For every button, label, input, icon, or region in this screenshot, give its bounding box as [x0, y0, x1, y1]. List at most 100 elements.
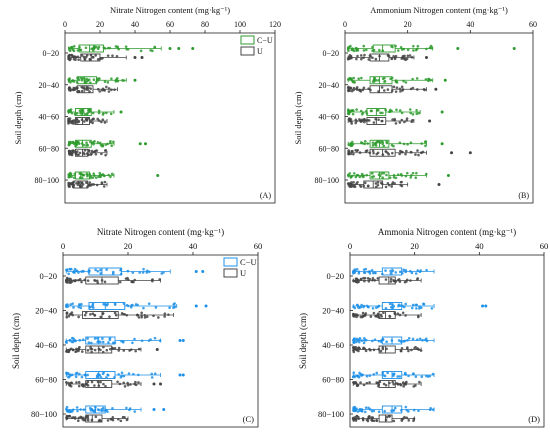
data-point — [357, 340, 361, 344]
data-point — [98, 171, 102, 175]
data-point — [351, 112, 355, 116]
data-point — [67, 272, 70, 276]
outlier-point — [177, 47, 181, 50]
data-point — [77, 142, 81, 146]
data-point — [375, 381, 378, 384]
data-point — [111, 415, 115, 419]
y-tick-label: 80−100 — [31, 409, 57, 419]
data-point — [93, 384, 96, 387]
data-point — [96, 408, 100, 411]
data-point — [406, 48, 410, 52]
data-point — [120, 374, 123, 378]
data-point — [395, 81, 399, 84]
data-point — [362, 49, 366, 52]
x-tick-label: 20 — [410, 241, 419, 251]
data-point — [411, 337, 415, 341]
data-point — [394, 122, 398, 125]
y-tick-label: 60−80 — [38, 144, 59, 153]
data-point — [412, 44, 415, 48]
data-point — [113, 311, 117, 315]
data-point — [371, 141, 375, 144]
outlier-point — [484, 304, 488, 308]
data-point — [351, 109, 355, 112]
legend-label: C−U — [240, 257, 257, 267]
data-point — [419, 306, 423, 310]
data-point — [405, 149, 408, 153]
data-point — [153, 372, 157, 375]
box-cu-40−60 — [352, 336, 435, 345]
data-point — [92, 306, 95, 309]
data-point — [357, 349, 360, 353]
x-tick-label: 60 — [166, 20, 174, 29]
data-point — [406, 346, 409, 349]
data-point — [386, 371, 389, 375]
data-point — [122, 374, 126, 378]
y-tick-label: 40−60 — [35, 340, 57, 350]
data-point — [362, 276, 365, 280]
data-point — [85, 112, 89, 116]
y-tick-label: 80−100 — [318, 409, 344, 419]
data-point — [117, 346, 121, 350]
y-tick-label: 20−40 — [38, 81, 59, 90]
data-point — [403, 57, 406, 61]
box-cu-0−20 — [67, 44, 195, 53]
data-point — [100, 408, 104, 411]
data-point — [81, 384, 85, 388]
data-point — [80, 375, 84, 379]
y-tick-label: 0−20 — [322, 49, 339, 58]
data-point — [95, 279, 99, 283]
data-point — [356, 54, 359, 58]
data-point — [398, 270, 402, 274]
data-point — [392, 55, 395, 58]
data-point — [362, 341, 366, 345]
x-axis-label: Ammonia Nitrogen content (mg·kg⁻¹) — [378, 227, 516, 237]
data-point — [414, 153, 417, 156]
data-point — [363, 53, 366, 57]
outlier-point — [428, 119, 432, 123]
data-point — [406, 171, 409, 175]
outlier-point — [178, 373, 182, 377]
outlier-point — [434, 87, 438, 91]
data-point — [105, 268, 108, 271]
data-point — [395, 108, 398, 112]
outlier-point — [351, 417, 355, 420]
data-point — [101, 337, 104, 340]
box — [378, 311, 396, 319]
data-point — [350, 77, 353, 80]
data-point — [86, 373, 89, 377]
data-point — [389, 280, 393, 283]
data-point — [382, 374, 385, 377]
box — [75, 171, 90, 180]
data-point — [98, 340, 102, 344]
data-point — [401, 311, 405, 315]
data-point — [404, 405, 408, 409]
data-point — [96, 269, 100, 273]
data-point — [86, 418, 90, 422]
y-tick-label: 40−60 — [322, 340, 344, 350]
data-point — [90, 347, 94, 351]
data-point — [66, 268, 69, 271]
data-point — [103, 280, 107, 284]
data-point — [380, 86, 384, 89]
data-point — [77, 58, 80, 61]
data-point — [406, 54, 410, 58]
data-point — [85, 144, 88, 147]
data-point — [94, 415, 98, 419]
data-point — [366, 419, 370, 423]
data-point — [409, 176, 413, 179]
data-point — [353, 306, 357, 310]
data-point — [99, 268, 102, 272]
data-point — [400, 346, 404, 350]
chart-panel-3: 0 20 40 60 Nitrate Nitrogen content (mg·kg⁻¹… — [11, 227, 262, 428]
box-u-20−40 — [67, 85, 118, 94]
data-point — [366, 184, 370, 188]
data-point — [71, 340, 75, 344]
data-point — [399, 180, 403, 184]
data-point — [349, 176, 353, 179]
data-point — [102, 111, 105, 115]
outlier-point — [138, 142, 142, 146]
data-point — [363, 117, 366, 121]
data-point — [116, 76, 119, 80]
data-point — [70, 111, 74, 115]
data-point — [363, 140, 367, 143]
